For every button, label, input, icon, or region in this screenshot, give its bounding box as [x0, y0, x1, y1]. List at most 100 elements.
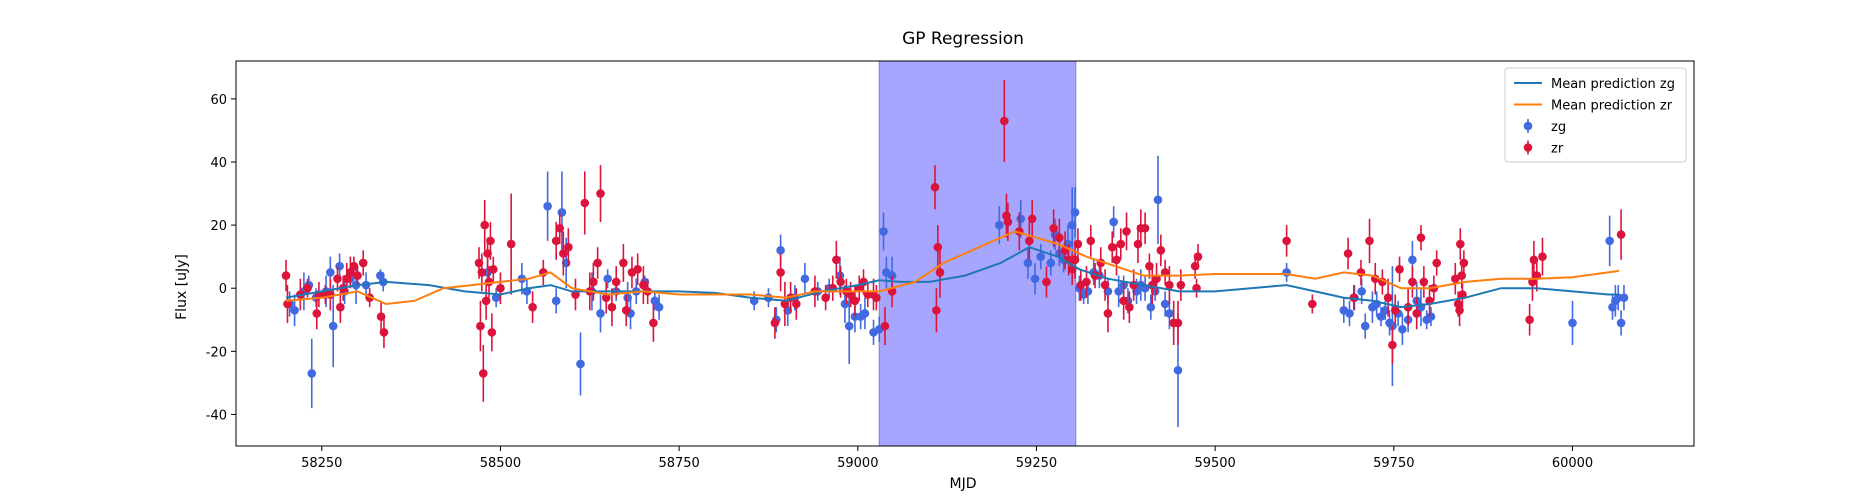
data-point-zg [543, 201, 552, 211]
data-point-zr [619, 258, 628, 268]
data-point-zr [770, 318, 780, 328]
data-point-zr [486, 236, 495, 246]
data-point-zr [333, 274, 342, 284]
data-point-zr [880, 321, 890, 331]
x-tick-label: 58750 [658, 456, 699, 471]
legend-point-swatch [1523, 143, 1533, 152]
data-point-zr [476, 321, 485, 331]
data-point-zg [307, 369, 317, 378]
data-point-zr [564, 242, 573, 252]
data-point-zr [1308, 299, 1317, 309]
data-point-zg [491, 293, 501, 302]
data-point-zg [1030, 274, 1040, 284]
data-point-zr [559, 249, 568, 258]
data-point-zr [1525, 315, 1534, 325]
data-point-zr [1173, 318, 1183, 328]
data-point-zr [1538, 252, 1547, 261]
data-point-zr [1003, 217, 1013, 227]
data-point-zg [1070, 208, 1080, 217]
data-point-zr [633, 264, 642, 274]
data-point-zr [649, 318, 658, 328]
x-tick-label: 59000 [837, 456, 878, 471]
data-point-zr [496, 283, 505, 293]
data-point-zg [840, 299, 850, 309]
data-point-zr [821, 293, 830, 302]
data-point-zg [596, 309, 605, 318]
y-tick-label: 20 [210, 219, 227, 234]
data-point-zr [593, 258, 602, 268]
plot-frame [235, 60, 1695, 447]
data-point-zr [1616, 230, 1626, 239]
data-point-zg [1173, 365, 1183, 375]
x-tick-label: 58250 [301, 456, 342, 471]
data-point-zr [607, 302, 617, 312]
data-point-zr [312, 309, 322, 318]
data-point-zr [487, 328, 497, 337]
data-point-zr [477, 268, 487, 277]
line-mean-prediction-zr [285, 230, 1620, 306]
data-point-zg [1568, 318, 1577, 328]
data-point-zr [935, 268, 945, 277]
data-point-zg [860, 309, 870, 318]
data-point-zr [478, 369, 488, 378]
legend-label: Mean prediction zr [1551, 99, 1673, 114]
data-point-zr [358, 258, 368, 268]
data-point-zr [1176, 280, 1186, 290]
data-point-zr [506, 239, 516, 249]
data-point-zr [639, 280, 648, 290]
data-point-zr [1140, 223, 1150, 233]
data-point-zr [1419, 277, 1429, 287]
x-tick-label: 58500 [480, 456, 521, 471]
data-point-zr [1412, 309, 1421, 318]
data-point-zg [551, 296, 561, 306]
x-tick-label: 59250 [1016, 456, 1057, 471]
data-point-zg [1016, 214, 1026, 224]
data-point-zg [776, 246, 785, 255]
data-point-zr [596, 189, 605, 198]
data-point-zg [328, 321, 338, 331]
data-point-zr [1122, 227, 1131, 236]
data-point-zr [589, 277, 598, 287]
data-point-zg [1345, 309, 1354, 318]
data-point-zg [1408, 255, 1417, 265]
data-point-zr [1408, 277, 1417, 287]
y-tick-label: -20 [206, 345, 227, 360]
data-point-zr [342, 274, 352, 284]
x-tick-label: 59750 [1373, 456, 1414, 471]
data-point-zr [621, 306, 631, 315]
data-point-zr [1390, 306, 1400, 315]
data-point-zr [611, 277, 621, 287]
data-point-zg [335, 261, 344, 271]
data-point-zr [1049, 223, 1058, 233]
data-point-zr [1107, 242, 1117, 252]
y-tick-label: 40 [210, 156, 227, 171]
data-point-zr [1156, 246, 1166, 255]
data-point-zr [474, 258, 484, 268]
data-point-zg [1160, 299, 1170, 309]
data-point-zr [1455, 306, 1464, 315]
chart-title: GP Regression [902, 29, 1024, 49]
data-point-zg [1360, 321, 1370, 331]
data-point-zr [1112, 255, 1121, 265]
data-point-zg [1398, 324, 1407, 334]
data-point-zg [623, 293, 632, 302]
data-point-zr [930, 182, 940, 192]
data-point-zr [1529, 255, 1539, 265]
data-point-zr [1133, 239, 1143, 249]
data-point-zr [1343, 249, 1353, 258]
data-point-zr [1027, 214, 1037, 224]
data-point-zg [290, 306, 299, 315]
data-point-zg [1114, 287, 1123, 296]
data-point-zr [780, 299, 790, 309]
data-point-zr [1192, 283, 1201, 293]
data-point-zr [1000, 116, 1009, 126]
data-point-zg [1426, 312, 1436, 321]
data-point-zr [555, 223, 565, 233]
data-point-zr [481, 296, 491, 306]
legend-point-swatch [1523, 121, 1533, 131]
y-axis-label: Flux [uJy] [174, 254, 190, 320]
x-tick-label: 59500 [1194, 456, 1235, 471]
y-tick-label: -40 [206, 408, 227, 423]
data-point-zg [650, 296, 660, 306]
data-point-zr [376, 312, 386, 321]
